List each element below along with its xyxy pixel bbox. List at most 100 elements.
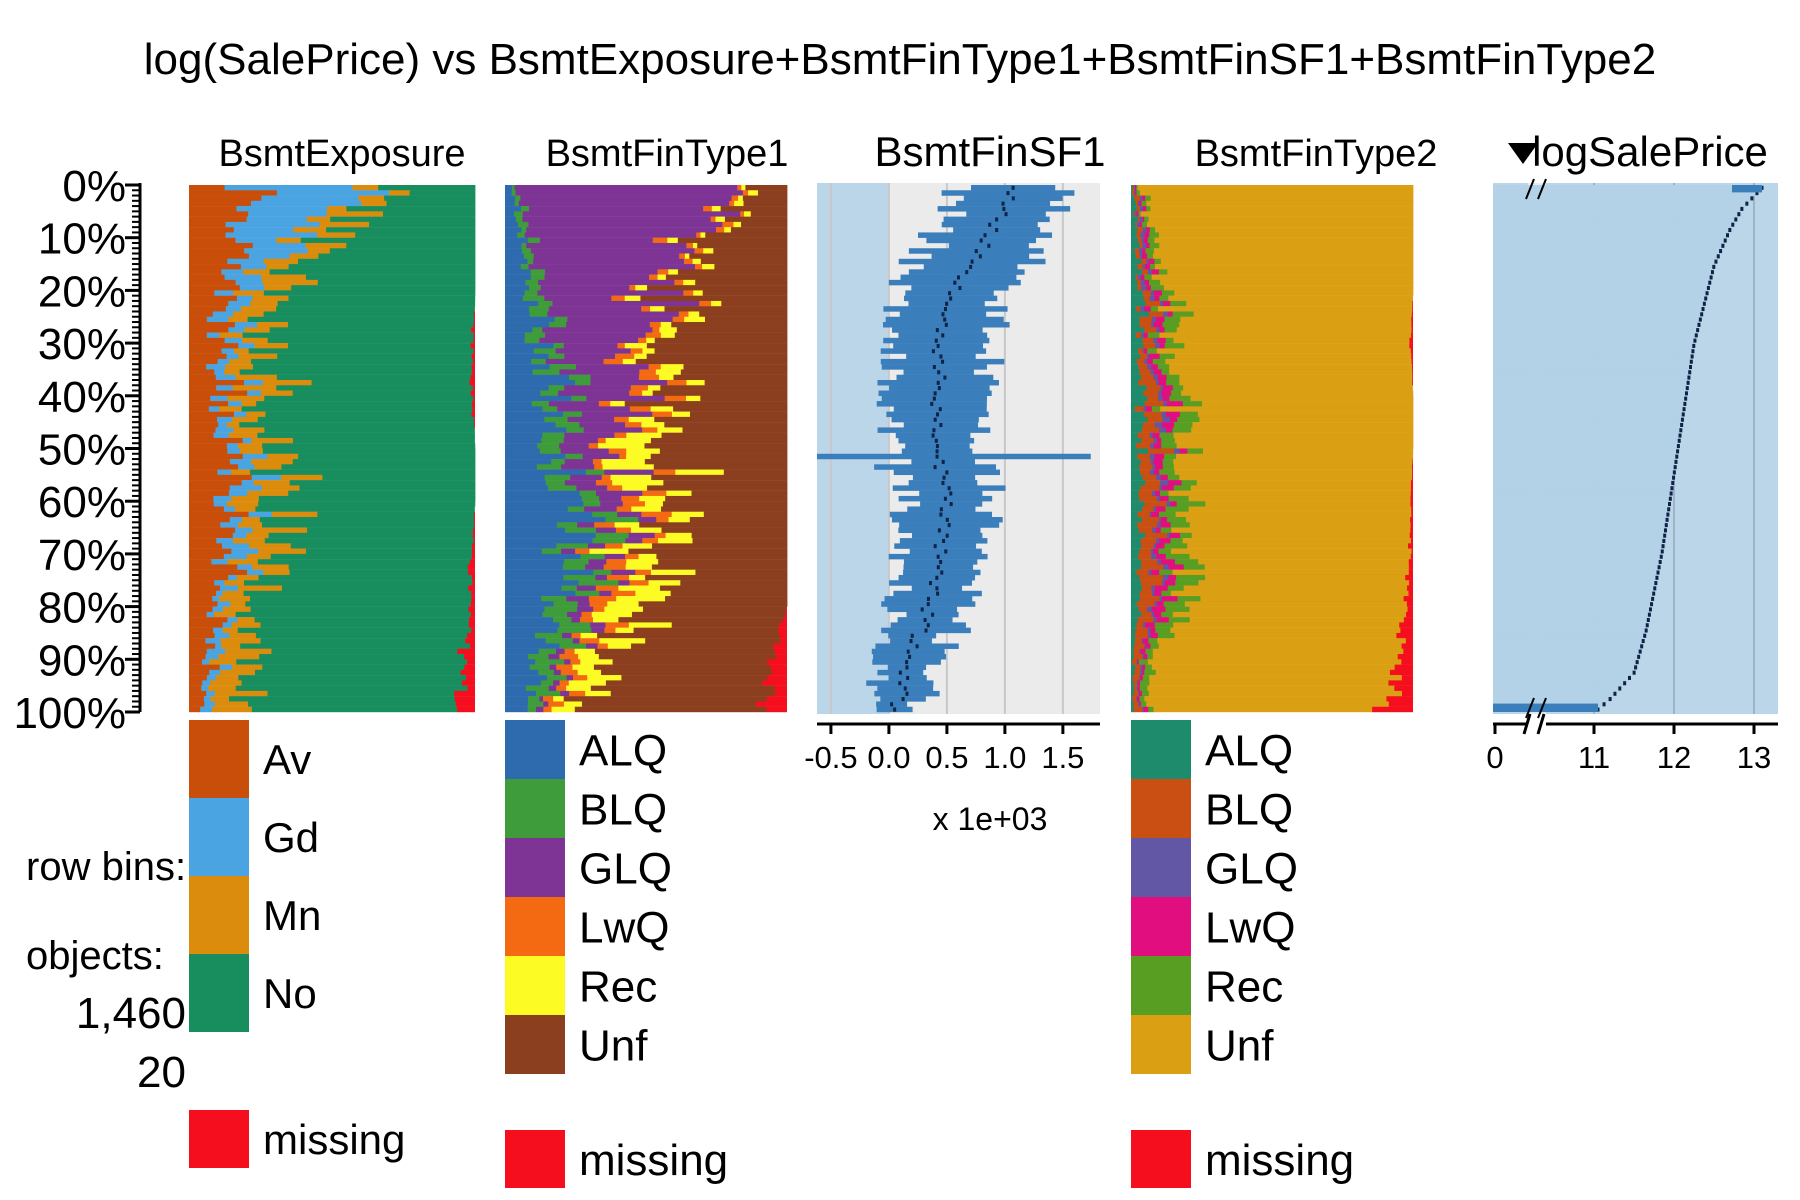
bsmt-fin-type2-segment xyxy=(1140,459,1152,465)
bsmt-exposure-segment xyxy=(227,448,241,454)
bsmt-fin-type2-segment xyxy=(1141,285,1147,291)
bsmt-exposure-segment xyxy=(257,322,289,328)
bsmt-fin-type2-segment xyxy=(1131,601,1138,607)
sf1-bin-mean xyxy=(949,502,953,507)
bsmt-fin-type1-segment xyxy=(505,585,562,591)
bsmt-fin-type1-segment xyxy=(700,232,706,238)
price-bin-bar xyxy=(1493,379,1689,386)
bsmt-fin-type2-segment xyxy=(1145,300,1161,307)
bsmt-exposure-segment xyxy=(189,690,207,697)
price-bin-mean xyxy=(1740,206,1744,211)
bsmt-fin-type1-segment xyxy=(549,322,567,328)
price-bin-bar xyxy=(1493,696,1611,702)
bsmt-fin-type2-segment xyxy=(1155,379,1160,386)
bsmt-fin-type2-segment xyxy=(1159,343,1166,349)
bsmt-fin-type1-missing-segment xyxy=(783,617,787,623)
bsmt-fin-type1-segment xyxy=(734,200,744,207)
bsmt-fin-type1-panel xyxy=(505,185,788,713)
bsmt-fin-type2-segment xyxy=(1137,227,1144,233)
bsmt-exposure-segment xyxy=(189,617,228,623)
bsmt-fin-type1-segment xyxy=(559,622,591,628)
bsmt-fin-type1-segment xyxy=(671,411,691,418)
bsmt-fin-type1-segment xyxy=(505,685,527,692)
bsmt-exposure-segment xyxy=(244,327,271,333)
sf1-bin-mean xyxy=(935,575,939,580)
bsmt-exposure-segment xyxy=(261,485,300,491)
sf1-bin-mean xyxy=(937,386,941,391)
bsmt-fin-type1-segment xyxy=(646,343,788,349)
bsmt-exposure-segment xyxy=(227,617,238,623)
bsmt-fin-type1-segment xyxy=(605,680,763,686)
bsmt-fin-type1-segment xyxy=(514,185,738,191)
bsmt-exposure-segment xyxy=(224,580,245,586)
bsmt-fin-type1-segment xyxy=(505,632,536,639)
bsmt-fin-type2-segment xyxy=(1137,185,1414,191)
bsmt-fin-type1-segment xyxy=(505,601,554,607)
bsmt-fin-type1-segment xyxy=(645,332,662,339)
bsmt-fin-type2-segment xyxy=(1148,569,1152,576)
price-bin-mean xyxy=(1667,507,1671,512)
bsmt-exposure-segment xyxy=(189,495,214,502)
bsmt-exposure-segment xyxy=(225,221,320,228)
price-bin-bar xyxy=(1493,480,1673,486)
bsmt-exposure-segment xyxy=(227,559,259,565)
bsmt-fin-type2-segment xyxy=(1147,237,1155,244)
price-bin-bar xyxy=(1493,501,1670,507)
bsmt-fin-type1-segment xyxy=(517,221,529,228)
bsmt-exposure-segment xyxy=(237,627,472,634)
bsmt-fin-type2-missing-segment xyxy=(1410,522,1413,528)
bsmt-fin-type2-segment xyxy=(1146,385,1161,391)
price-bin-bar xyxy=(1493,327,1698,333)
bsmt-fin-type2-segment xyxy=(1139,464,1154,470)
bsmt-fin-type2-segment xyxy=(1160,300,1164,307)
bsmt-exposure-segment xyxy=(281,585,469,591)
sort-descending-icon[interactable] xyxy=(1508,143,1538,164)
bsmt-fin-type2-segment xyxy=(1141,543,1155,549)
bsmt-fin-type1-segment xyxy=(616,596,666,602)
bsmt-fin-type2-segment xyxy=(1161,390,1172,396)
bsmt-fin-type1-segment xyxy=(505,185,513,191)
bsmt-fin-type2-segment xyxy=(1135,253,1141,259)
bsmt-exposure-segment xyxy=(248,348,474,354)
bsmt-fin-type2-segment xyxy=(1166,379,1180,386)
bsmt-exposure-segment xyxy=(189,348,222,354)
bsmt-fin-type2-segment xyxy=(1139,242,1143,249)
bsmt-exposure-segment xyxy=(235,374,278,381)
bsmt-fin-type2-segment xyxy=(1142,227,1147,233)
bsmt-fin-type1-segment xyxy=(547,485,577,491)
price-bin-mean xyxy=(1657,565,1661,570)
bsmt-fin-type2-segment xyxy=(1131,469,1141,476)
bsmt-fin-type2-segment xyxy=(1141,237,1145,244)
bsmt-fin-type2-segment xyxy=(1134,685,1138,692)
price-bin-mean xyxy=(1641,639,1645,644)
sf1-bin-mean xyxy=(898,670,902,675)
bsmt-fin-type2-segment xyxy=(1136,211,1139,217)
bsmt-fin-type1-segment xyxy=(529,206,704,212)
bsmt-fin-type2-segment xyxy=(1170,300,1187,307)
bsmt-exposure-segment xyxy=(201,685,209,692)
bsmt-exposure-segment xyxy=(206,364,226,370)
bsmt-exposure-legend-swatch-missing xyxy=(189,1110,249,1168)
bsmt-exposure-missing-segment xyxy=(474,316,475,323)
bsmt-fin-type1-segment xyxy=(521,227,527,233)
bsmt-fin-type1-segment xyxy=(694,248,704,254)
price-bin-bar xyxy=(1493,401,1685,407)
bsmt-fin-type2-segment xyxy=(1159,353,1176,360)
sf1-bin-mean xyxy=(943,375,947,380)
bsmt-fin-type2-segment xyxy=(1154,469,1160,476)
bsmt-fin-type1-missing-segment xyxy=(766,696,787,702)
bsmt-fin-type1-segment xyxy=(622,543,653,549)
bsmt-exposure-legend-swatch-gd xyxy=(189,798,249,876)
price-bin-bar xyxy=(1493,474,1674,481)
bsmt-exposure-segment xyxy=(254,669,462,676)
bsmt-exposure-segment xyxy=(189,564,238,570)
bsmt-fin-type1-segment xyxy=(663,480,788,486)
bsmt-exposure-segment xyxy=(214,690,268,697)
bsmt-fin-type2-legend-label-blq: BLQ xyxy=(1205,785,1293,834)
bsmt-fin-type2-segment xyxy=(1146,200,1414,207)
bsmt-fin-type1-segment xyxy=(672,316,685,323)
bsmt-fin-type1-segment xyxy=(545,638,574,644)
bsmt-fin-type1-segment xyxy=(505,596,542,602)
bsmt-fin-type2-segment xyxy=(1151,606,1166,613)
bsmt-fin-type2-segment xyxy=(1135,221,1138,228)
